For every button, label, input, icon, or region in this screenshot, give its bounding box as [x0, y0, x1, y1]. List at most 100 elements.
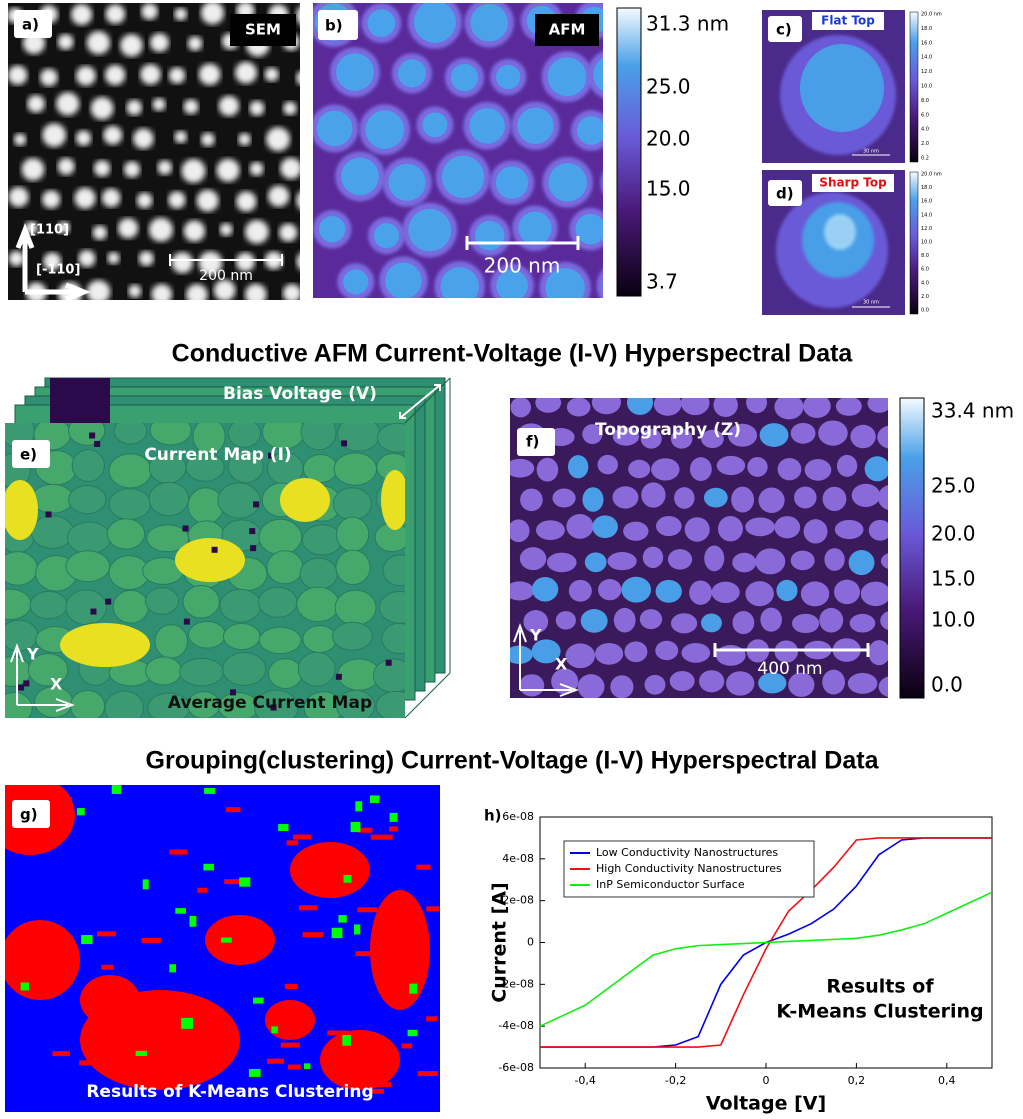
- cluster-red-px: [52, 797, 72, 802]
- topo-dot: [598, 579, 621, 600]
- afm-dot: [317, 111, 353, 147]
- colorbar-label: 18.0: [921, 185, 932, 191]
- colorbar: [910, 12, 918, 162]
- colorbar-label: 15.0: [646, 177, 691, 201]
- cluster-green-px: [304, 1063, 310, 1069]
- cluster-high: [290, 842, 370, 898]
- colorbar-label: 0.0: [921, 308, 929, 314]
- cluster-green-px: [342, 1035, 351, 1046]
- sem-dot: [184, 220, 205, 241]
- cluster-high: [265, 1000, 315, 1040]
- y-tick-label: 4e-08: [502, 852, 534, 865]
- cube-stripe: [50, 378, 110, 428]
- sem-dot: [133, 128, 153, 148]
- cluster-green-px: [370, 795, 380, 802]
- sem-dot: [245, 284, 267, 306]
- current-cell: [70, 690, 104, 721]
- section-heading: Conductive AFM Current-Voltage (I-V) Hyp…: [172, 340, 854, 368]
- topo-dot: [733, 611, 755, 634]
- sem-dot: [201, 1, 224, 24]
- topo-dot: [701, 613, 722, 632]
- sem-dot: [120, 34, 143, 57]
- topo-dot: [592, 390, 621, 414]
- axis-x: X: [50, 675, 63, 694]
- colorbar-label: 33.4 nm: [931, 399, 1014, 423]
- current-low: [105, 599, 111, 605]
- sem-dot: [27, 95, 44, 112]
- dot-top: [800, 44, 884, 132]
- colorbar-label: 10.0: [921, 84, 932, 90]
- tag: AFM: [549, 21, 586, 39]
- cluster-green-px: [354, 924, 360, 934]
- sem-dot: [268, 186, 289, 207]
- cluster-red-px: [426, 1016, 437, 1021]
- cluster-red-px: [197, 888, 207, 893]
- topo-dot: [774, 395, 803, 420]
- cluster-red-px: [96, 1011, 113, 1016]
- topo-dot: [614, 608, 636, 633]
- cluster-green-px: [278, 824, 288, 831]
- panel-label: g): [20, 806, 38, 824]
- current-cell: [66, 551, 110, 582]
- cluster-red-px: [67, 971, 76, 976]
- cluster-green-px: [190, 916, 197, 927]
- cluster-green-px: [355, 801, 362, 811]
- topo-dot: [712, 582, 740, 603]
- topo-dot: [731, 487, 754, 513]
- cluster-red-px: [416, 865, 430, 870]
- current-cell: [0, 552, 37, 586]
- current-low: [89, 433, 95, 439]
- topo-dot: [592, 515, 618, 538]
- bias-label: Bias Voltage (V): [223, 384, 377, 404]
- current-low: [90, 609, 96, 615]
- sem-dot: [182, 159, 206, 183]
- sem-dot: [9, 187, 29, 207]
- topo-dot: [537, 458, 559, 482]
- topo-dot: [506, 459, 535, 478]
- afm-dot: [470, 4, 508, 42]
- panel-label: h): [484, 807, 502, 825]
- caption: Average Current Map: [168, 693, 372, 713]
- colorbar-label: 3.7: [646, 270, 678, 294]
- topo-dot: [627, 390, 653, 415]
- topo-dot: [794, 487, 817, 509]
- topo-dot: [804, 519, 828, 543]
- current-cell: [302, 525, 342, 555]
- topo-dot: [824, 548, 844, 571]
- cluster-green-px: [203, 864, 214, 871]
- cluster-green-px: [143, 879, 149, 889]
- panel-label: f): [526, 433, 539, 451]
- topo-dot: [565, 643, 595, 668]
- sem-dot: [174, 8, 187, 21]
- topo-dot: [758, 488, 784, 513]
- colorbar-label: 6.0: [921, 112, 929, 118]
- topo-dot: [520, 547, 546, 570]
- current-cell: [109, 489, 150, 520]
- topo-dot: [755, 548, 785, 574]
- topo-dot: [836, 397, 862, 416]
- annotation: K-Means Clustering: [776, 1001, 983, 1023]
- y-tick-label: 6e-08: [502, 810, 534, 823]
- afm-dot: [548, 163, 587, 202]
- current-cell: [223, 653, 266, 686]
- current-hotspot: [381, 470, 409, 530]
- current-low: [249, 528, 255, 534]
- scale-label: 200 nm: [484, 254, 561, 278]
- cluster-red-px: [169, 850, 187, 855]
- afm-dot: [319, 216, 346, 243]
- cluster-green-px: [239, 877, 250, 886]
- x-tick-label: 0,2: [848, 1074, 866, 1087]
- topo-dot: [760, 608, 782, 632]
- topo-dot: [868, 394, 892, 413]
- current-low: [18, 684, 24, 690]
- current-low: [250, 545, 256, 551]
- sem-dot: [40, 69, 57, 86]
- topo-dot: [532, 577, 558, 602]
- cluster-red-px: [418, 1071, 438, 1076]
- sem-dot: [105, 65, 125, 85]
- sem-dot: [280, 158, 301, 179]
- topo-dot: [746, 392, 767, 413]
- topo-dot: [801, 581, 829, 606]
- afm-dot: [548, 57, 587, 96]
- panel-label: d): [776, 185, 794, 203]
